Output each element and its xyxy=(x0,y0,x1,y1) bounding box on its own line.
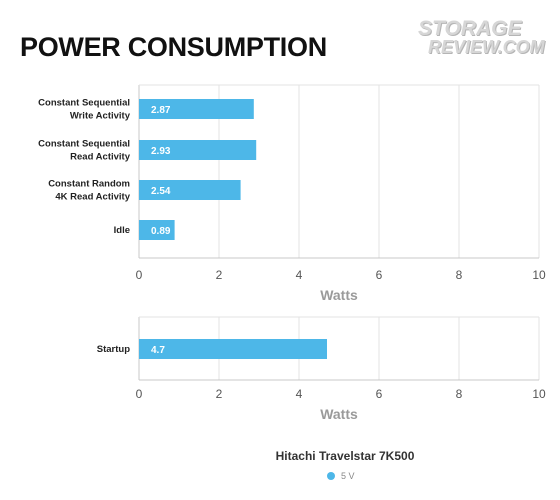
chart-panel-2: 4.7 Startup 0 2 4 6 8 10 Watts xyxy=(97,316,546,422)
chart-panel-1: 2.87 Constant Sequential Write Activity 2.9… xyxy=(38,84,546,303)
x-tick-label: 0 xyxy=(136,268,143,282)
legend-item-5v[interactable]: 5 V xyxy=(327,471,355,481)
x-tick-label: 6 xyxy=(376,387,383,401)
bar xyxy=(139,339,327,359)
x-tick-label: 10 xyxy=(532,387,546,401)
category-label: Idle xyxy=(114,225,130,236)
x-tick-label: 8 xyxy=(456,268,463,282)
x-axis-label: Watts xyxy=(320,406,358,422)
x-tick-label: 2 xyxy=(216,268,223,282)
category-label: Constant Sequential xyxy=(38,98,130,109)
x-tick-label: 6 xyxy=(376,268,383,282)
category-label: Constant Random xyxy=(48,179,130,190)
x-tick-label: 4 xyxy=(296,387,303,401)
legend-label: 5 V xyxy=(341,471,355,481)
legend-title: Hitachi Travelstar 7K500 xyxy=(275,449,415,463)
category-label: Startup xyxy=(97,344,130,355)
category-label: Read Activity xyxy=(70,152,131,163)
bar-value-label: 2.54 xyxy=(151,186,171,197)
x-tick-label: 10 xyxy=(532,268,546,282)
bar-value-label: 2.87 xyxy=(151,105,171,116)
storagereview-logo: STORAGE REVIEW.COM xyxy=(418,17,545,72)
chart-title: POWER CONSUMPTION xyxy=(20,32,327,62)
bar xyxy=(139,180,241,200)
bar xyxy=(139,140,257,160)
x-tick-label: 8 xyxy=(456,387,463,401)
x-tick-label: 4 xyxy=(296,268,303,282)
legend-dot xyxy=(327,472,335,480)
bar xyxy=(139,99,254,119)
bar-value-label: 2.93 xyxy=(151,146,171,157)
bar-value-label: 4.7 xyxy=(151,345,165,356)
x-tick-label: 2 xyxy=(216,387,223,401)
category-label: 4K Read Activity xyxy=(55,192,130,203)
category-label: Constant Sequential xyxy=(38,139,130,150)
bar-value-label: 0.89 xyxy=(151,226,171,237)
x-tick-label: 0 xyxy=(136,387,143,401)
bar xyxy=(139,220,175,240)
x-axis-label: Watts xyxy=(320,287,358,303)
logo-line-2: REVIEW.COM xyxy=(428,37,545,57)
logo-line-1: STORAGE xyxy=(418,17,522,40)
category-label: Write Activity xyxy=(70,111,131,122)
